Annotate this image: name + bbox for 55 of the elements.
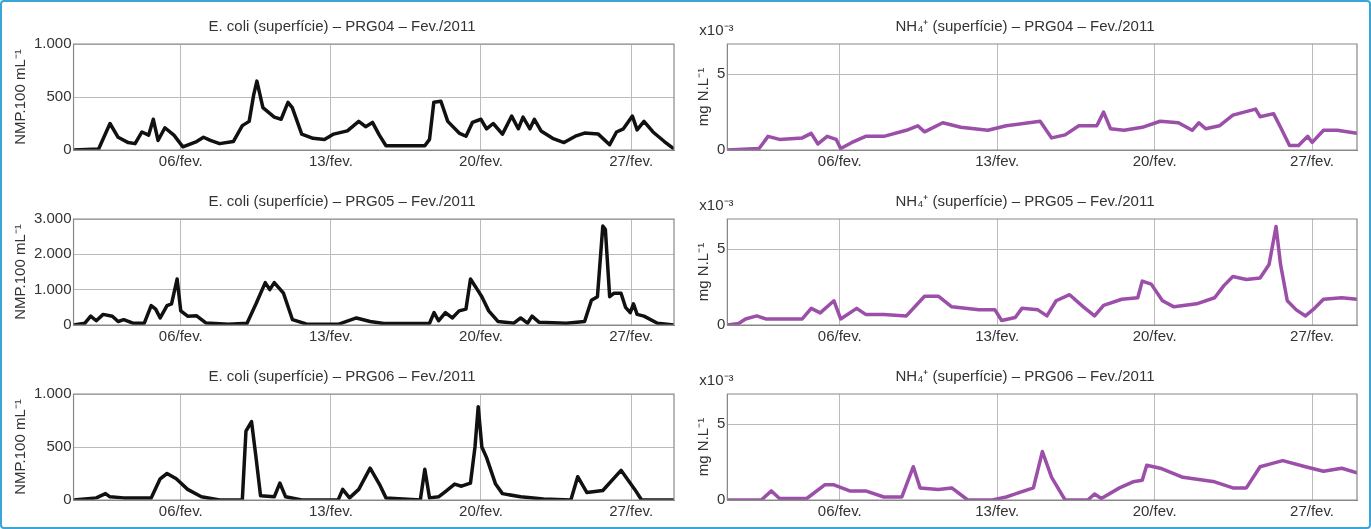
x-tick-label: 20/fev.	[1132, 152, 1177, 170]
x-tick-label: 27/fev.	[1290, 327, 1334, 345]
text: x10⁻³	[699, 20, 734, 38]
chart-title: E. coli (superfície) – PRG04 – Fev./2011	[208, 17, 476, 35]
x-tick-label: 20/fev.	[1132, 327, 1177, 345]
y-tick-label: 5	[717, 414, 726, 432]
x-tick-label: 13/fev.	[308, 502, 353, 520]
y-tick-label: 500	[46, 87, 72, 105]
y-axis-title: mg N.L⁻¹	[694, 242, 712, 302]
y-tick-label: 1.000	[33, 279, 72, 297]
x-tick-label: 20/fev.	[459, 152, 503, 170]
x-tick-label: 27/fev.	[609, 327, 654, 345]
y-tick-label: 1.000	[33, 34, 72, 52]
text: x10⁻³	[699, 195, 734, 213]
y-tick-label: 0	[717, 140, 726, 158]
x-tick-label: 13/fev.	[308, 152, 353, 170]
y-tick-label: 0	[63, 140, 72, 158]
y-tick-label: 0	[63, 315, 72, 333]
chart-title: E. coli (superfície) – PRG06 – Fev./2011	[208, 367, 476, 385]
chart-title: NH₄⁺ (superfície) – PRG05 – Fev./2011	[895, 192, 1155, 210]
x-tick-label: 13/fev.	[975, 327, 1020, 345]
x-tick-label: 06/fev.	[158, 152, 203, 170]
y-axis-title: NMP.100 mL⁻¹	[11, 399, 29, 495]
chart-title: NH₄⁺ (superfície) – PRG06 – Fev./2011	[895, 367, 1155, 385]
y-tick-label: 3.000	[33, 209, 72, 227]
y-axis-title: NMP.100 mL⁻¹	[11, 224, 29, 320]
chart-title: NH₄⁺ (superfície) – PRG04 – Fev./2011	[895, 17, 1155, 35]
x-tick-label: 06/fev.	[158, 502, 203, 520]
y-tick-label: 500	[46, 437, 72, 455]
x-tick-label: 27/fev.	[609, 152, 654, 170]
x-tick-label: 06/fev.	[817, 152, 862, 170]
x-tick-label: 27/fev.	[609, 502, 654, 520]
x-tick-label: 13/fev.	[975, 502, 1020, 520]
x-tick-label: 13/fev.	[975, 152, 1020, 170]
y-tick-label: 5	[717, 64, 726, 82]
chart-title: E. coli (superfície) – PRG05 – Fev./2011	[208, 192, 476, 210]
y-tick-label: 0	[717, 315, 726, 333]
x-tick-label: 20/fev.	[459, 502, 503, 520]
x-tick-label: 06/fev.	[817, 502, 862, 520]
y-axis-title: NMP.100 mL⁻¹	[11, 49, 29, 145]
y-tick-label: 2.000	[33, 244, 72, 262]
y-tick-label: 5	[717, 239, 726, 257]
x-tick-label: 20/fev.	[1132, 502, 1177, 520]
y-tick-label: 0	[63, 490, 72, 508]
x-tick-label: 27/fev.	[1290, 152, 1334, 170]
x-tick-label: 06/fev.	[817, 327, 862, 345]
x-tick-label: 27/fev.	[1290, 502, 1334, 520]
x-tick-label: 13/fev.	[308, 327, 353, 345]
x-tick-label: 20/fev.	[459, 327, 503, 345]
text: x10⁻³	[699, 370, 734, 388]
y-axis-title: mg N.L⁻¹	[694, 417, 712, 477]
y-axis-title: mg N.L⁻¹	[694, 67, 712, 127]
y-tick-label: 0	[717, 490, 726, 508]
y-tick-label: 1.000	[33, 384, 72, 402]
x-tick-label: 06/fev.	[158, 327, 203, 345]
